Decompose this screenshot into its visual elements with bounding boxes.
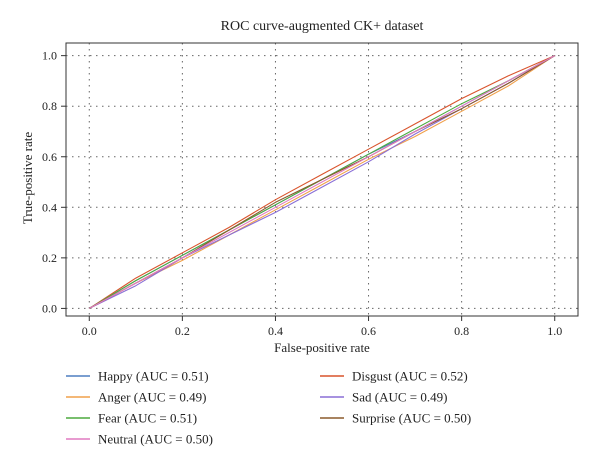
x-tick-label: 0.0 (82, 324, 97, 338)
chart-title: ROC curve-augmented CK+ dataset (221, 19, 424, 34)
legend-label: Sad (AUC = 0.49) (352, 390, 447, 405)
legend-item: Disgust (AUC = 0.52) (320, 369, 468, 384)
legend-item: Fear (AUC = 0.51) (66, 411, 197, 426)
legend-item: Anger (AUC = 0.49) (66, 390, 206, 405)
legend-label: Happy (AUC = 0.51) (98, 369, 209, 384)
x-tick-label: 0.8 (454, 324, 469, 338)
legend-item: Neutral (AUC = 0.50) (66, 432, 213, 447)
y-tick-label: 0.4 (42, 200, 57, 214)
roc-curve-1 (88, 55, 555, 309)
y-tick-label: 0.0 (42, 301, 57, 315)
legend-label: Disgust (AUC = 0.52) (352, 369, 468, 384)
y-tick-label: 0.2 (42, 251, 57, 265)
roc-curve-2 (89, 55, 556, 309)
legend-label: Fear (AUC = 0.51) (98, 411, 197, 426)
x-tick-label: 0.4 (268, 324, 283, 338)
legend-item: Happy (AUC = 0.51) (66, 369, 209, 384)
x-tick-label: 1.0 (547, 324, 562, 338)
y-tick-label: 0.8 (42, 99, 57, 113)
legend-label: Anger (AUC = 0.49) (98, 390, 206, 405)
roc-curves (88, 55, 556, 309)
y-tick-label: 0.6 (42, 150, 57, 164)
x-tick-label: 0.2 (175, 324, 190, 338)
roc-curve-6 (89, 55, 555, 309)
x-axis-label: False-positive rate (274, 340, 370, 355)
legend: Happy (AUC = 0.51) Disgust (AUC = 0.52) An… (66, 369, 471, 447)
legend-label: Neutral (AUC = 0.50) (98, 432, 213, 447)
x-tick-label: 0.6 (361, 324, 376, 338)
y-tick-label: 1.0 (42, 49, 57, 63)
y-axis-label: True-positive rate (20, 132, 35, 225)
legend-item: Sad (AUC = 0.49) (320, 390, 447, 405)
legend-item: Surprise (AUC = 0.50) (320, 411, 471, 426)
axis-ticks: 0.0 0.2 0.4 0.6 0.8 1.0 0.0 0.2 0.4 0.6 0.8 1.0 (42, 49, 562, 338)
grid (66, 43, 578, 316)
plot-frame (65, 42, 579, 317)
legend-label: Surprise (AUC = 0.50) (352, 411, 471, 426)
